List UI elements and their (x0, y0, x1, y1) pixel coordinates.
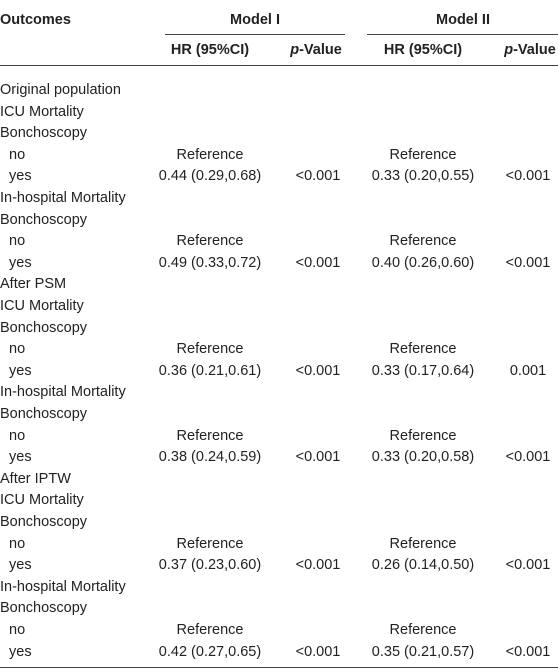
p-cell: <0.001 (295, 362, 341, 379)
p-cell: <0.001 (505, 168, 551, 185)
header-p: p-Value (290, 41, 342, 59)
header-outcomes: Outcomes (0, 12, 71, 28)
hr-cell: Reference (389, 427, 457, 444)
hr-cell: Reference (389, 341, 457, 358)
row-label: ICU Mortality (0, 298, 84, 314)
hr-cell: Reference (176, 535, 244, 552)
hr-cell: Reference (176, 341, 244, 358)
rule (0, 667, 558, 668)
header-p: p-Value (504, 41, 556, 59)
p-cell: <0.001 (505, 643, 551, 660)
hr-cell: 0.42 (0.27,0.65) (158, 643, 262, 660)
hr-cell: 0.44 (0.29,0.68) (158, 168, 262, 185)
row-label: yes (9, 449, 32, 466)
hr-cell: 0.38 (0.24,0.59) (158, 449, 262, 466)
hr-cell: Reference (389, 146, 457, 163)
row-label: no (9, 233, 26, 250)
hr-cell: 0.33 (0.20,0.58) (371, 449, 475, 466)
row-label: yes (9, 168, 32, 185)
p-cell: <0.001 (295, 449, 341, 466)
row-label: Bonchoscopy (0, 406, 88, 422)
hr-cell: 0.33 (0.20,0.55) (371, 168, 475, 185)
hr-cell: Reference (176, 233, 244, 250)
hr-cell: 0.49 (0.33,0.72) (158, 254, 262, 271)
hr-cell: Reference (176, 622, 244, 638)
row-label: ICU Mortality (0, 103, 84, 120)
row-label: Original population (0, 82, 121, 98)
row-label: yes (9, 362, 32, 379)
row-label: yes (9, 254, 32, 271)
row-label: no (9, 622, 26, 638)
hr-cell: 0.40 (0.26,0.60) (371, 254, 475, 271)
row-label: no (9, 535, 26, 552)
hr-cell: 0.26 (0.14,0.50) (371, 557, 475, 574)
row-label: Bonchoscopy (0, 125, 88, 142)
row-label: Bonchoscopy (0, 514, 88, 530)
row-label: Bonchoscopy (0, 319, 88, 336)
hr-cell: Reference (389, 535, 457, 552)
row-label: Bonchoscopy (0, 211, 88, 228)
row-label: yes (9, 643, 32, 660)
hr-cell: Reference (389, 622, 457, 638)
row-label: In-hospital Mortality (0, 578, 126, 595)
row-label: ICU Mortality (0, 492, 84, 509)
row-label: In-hospital Mortality (0, 190, 126, 206)
rule (367, 34, 558, 35)
row-label: no (9, 427, 26, 444)
header-p-text: p-Value (290, 42, 342, 58)
row-label: no (9, 146, 26, 163)
p-cell: <0.001 (295, 643, 341, 660)
header-model: Model II (436, 12, 490, 28)
row-label: After PSM (0, 276, 67, 293)
hr-cell: 0.33 (0.17,0.64) (371, 362, 475, 379)
row-label: no (9, 341, 26, 358)
hr-cell: 0.37 (0.23,0.60) (158, 557, 262, 574)
hr-cell: 0.36 (0.21,0.61) (158, 362, 262, 379)
hr-cell: Reference (176, 146, 244, 163)
row-label: Bonchoscopy (0, 600, 88, 617)
rule (0, 65, 558, 66)
p-cell: <0.001 (295, 557, 341, 574)
header-p-text: p-Value (504, 42, 556, 58)
header-hr: HR (95%CI) (383, 42, 463, 58)
hr-cell: Reference (176, 427, 244, 444)
header-model: Model I (230, 12, 280, 28)
header-hr: HR (95%CI) (170, 42, 250, 58)
rule (165, 34, 345, 35)
p-cell: <0.001 (295, 254, 341, 271)
p-cell: <0.001 (295, 168, 341, 185)
p-cell: <0.001 (505, 254, 551, 271)
p-cell: 0.001 (509, 362, 547, 379)
row-label: In-hospital Mortality (0, 384, 126, 401)
hr-cell: 0.35 (0.21,0.57) (371, 643, 475, 660)
row-label: After IPTW (0, 470, 71, 487)
hr-cell: Reference (389, 233, 457, 250)
row-label: yes (9, 557, 32, 574)
p-cell: <0.001 (505, 557, 551, 574)
p-cell: <0.001 (505, 449, 551, 466)
